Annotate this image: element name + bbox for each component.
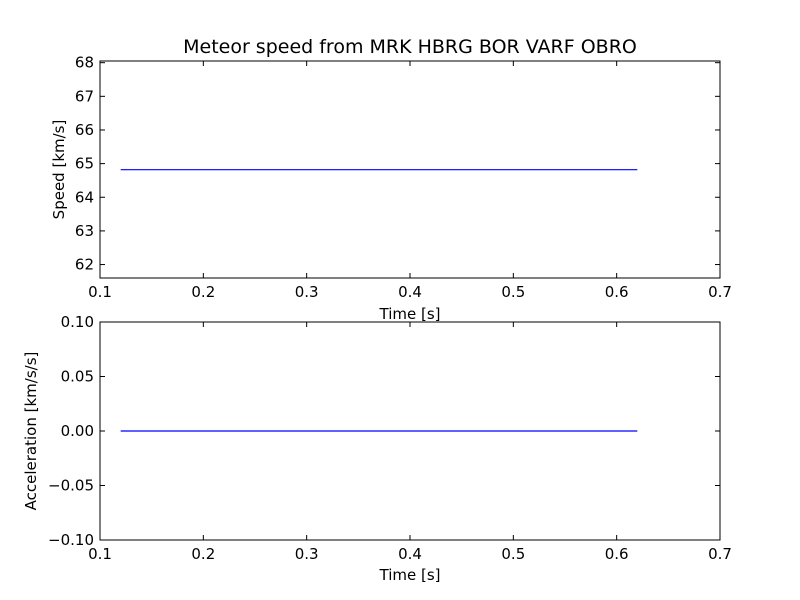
- speed-ticks-layer: 0.1 0.2 0.3 0.4 0.5 0.6 0.7 62 63 64 65 66 67 68: [75, 54, 732, 301]
- speed-y-tick-label: 67: [75, 87, 94, 105]
- acceleration-ticks-layer: 0.1 0.2 0.3 0.4 0.5 0.6 0.7 −0.10 −0.05 0.00 0.05 0…: [48, 313, 732, 563]
- acceleration-x-tick-label: 0.2: [191, 545, 215, 563]
- speed-x-tick-label: 0.2: [191, 283, 215, 301]
- speed-x-tick-label: 0.6: [605, 283, 629, 301]
- acceleration-x-tick-label: 0.6: [605, 545, 629, 563]
- acceleration-x-tick-label: 0.4: [398, 545, 422, 563]
- speed-x-tick-label: 0.1: [88, 283, 112, 301]
- speed-y-tick-label: 62: [75, 256, 94, 274]
- chart-title: Meteor speed from MRK HBRG BOR VARF OBRO: [183, 36, 637, 58]
- acceleration-x-axis-label: Time [s]: [379, 566, 441, 584]
- acceleration-y-axis-label: Acceleration [km/s/s]: [22, 352, 40, 511]
- acceleration-x-tick-label: 0.1: [88, 545, 112, 563]
- speed-x-tick-label: 0.7: [708, 283, 732, 301]
- acceleration-x-tick-label: 0.3: [295, 545, 319, 563]
- acceleration-x-tick-label: 0.5: [501, 545, 525, 563]
- speed-x-tick-label: 0.5: [501, 283, 525, 301]
- speed-x-tick-label: 0.3: [295, 283, 319, 301]
- speed-chart: Meteor speed from MRK HBRG BOR VARF OBRO…: [50, 36, 732, 323]
- acceleration-chart: 0.1 0.2 0.3 0.4 0.5 0.6 0.7 −0.10 −0.05 0.00 0.05 0…: [22, 313, 732, 584]
- speed-y-tick-label: 64: [75, 188, 94, 206]
- acceleration-y-tick-label: 0.05: [61, 368, 94, 386]
- acceleration-y-tick-label: 0.10: [61, 313, 94, 331]
- acceleration-y-tick-label: 0.00: [61, 422, 94, 440]
- acceleration-x-tick-label: 0.7: [708, 545, 732, 563]
- acceleration-y-tick-label: −0.05: [48, 477, 94, 495]
- speed-y-tick-label: 65: [75, 155, 94, 173]
- speed-y-tick-label: 66: [75, 121, 94, 139]
- speed-x-axis-label: Time [s]: [379, 305, 441, 323]
- speed-x-tick-label: 0.4: [398, 283, 422, 301]
- speed-y-axis-label: Speed [km/s]: [50, 120, 68, 220]
- acceleration-y-tick-label: −0.10: [48, 531, 94, 549]
- speed-y-tick-label: 63: [75, 222, 94, 240]
- speed-y-tick-label: 68: [75, 54, 94, 72]
